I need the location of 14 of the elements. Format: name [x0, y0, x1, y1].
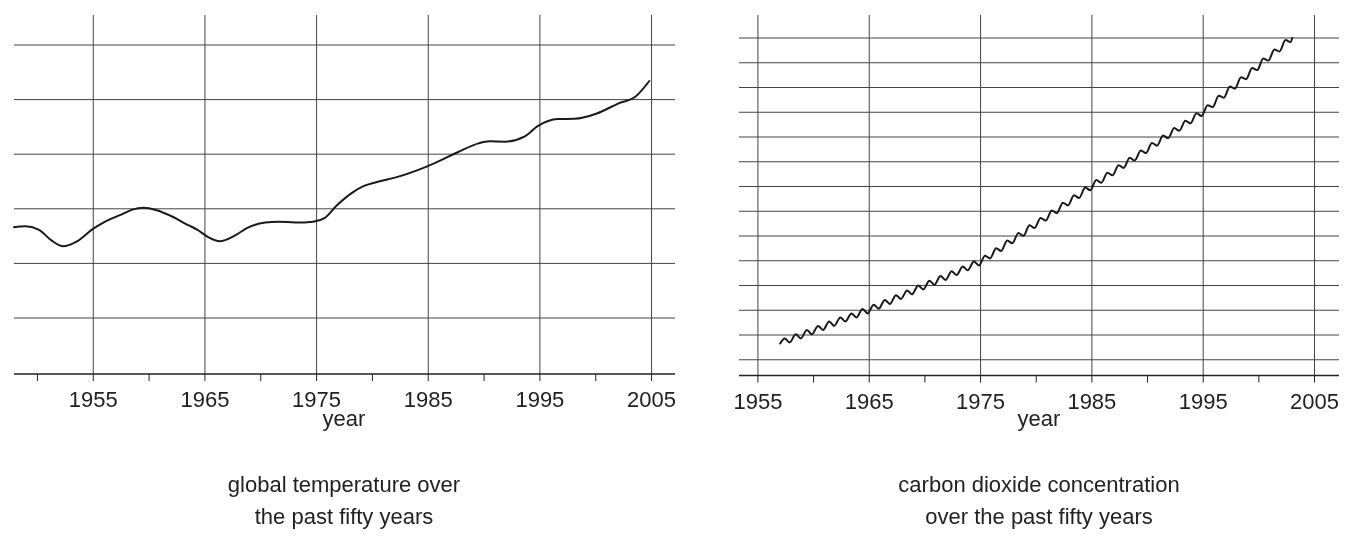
x-tick-label: 1965	[844, 388, 894, 414]
x-tick-label: 1995	[1178, 388, 1228, 414]
x-axis-title: year	[1017, 406, 1061, 431]
x-tick-label: 1985	[1067, 388, 1117, 414]
x-tick-label: 1985	[403, 387, 453, 412]
x-tick-label: 2005	[1290, 388, 1339, 414]
x-tick-label: 1965	[180, 387, 230, 412]
x-tick-label: 2005	[627, 387, 677, 412]
text: global temperature over the past fifty years	[227, 472, 461, 529]
x-tick-label: 1975	[956, 388, 1006, 414]
x-tick-label: 1955	[733, 388, 783, 414]
x-tick-label: 1995	[515, 387, 565, 412]
x-tick-label: 1955	[68, 387, 118, 412]
text: carbon dioxide concentration over the past fifty years	[898, 472, 1180, 529]
